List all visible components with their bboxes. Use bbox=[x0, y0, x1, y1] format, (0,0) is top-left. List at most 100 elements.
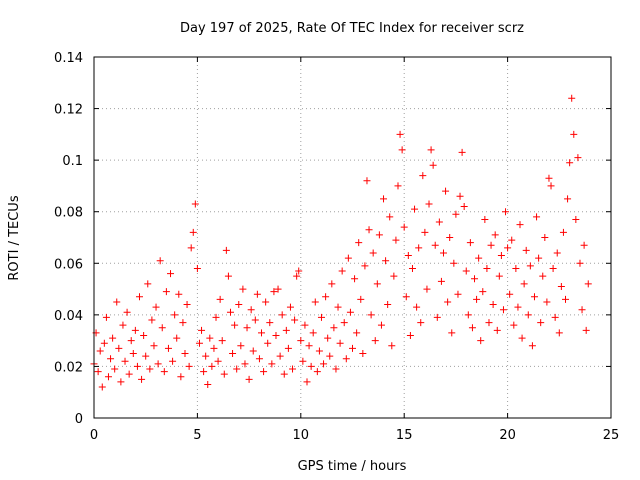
data-point bbox=[237, 342, 245, 350]
data-point bbox=[539, 272, 547, 280]
data-point bbox=[138, 375, 146, 383]
data-point bbox=[473, 295, 481, 303]
data-point bbox=[481, 215, 489, 223]
chart-title: Day 197 of 2025, Rate Of TEC Index for r… bbox=[180, 21, 524, 36]
data-point bbox=[437, 277, 445, 285]
data-point bbox=[450, 259, 458, 267]
data-point bbox=[121, 357, 129, 365]
data-point bbox=[293, 272, 301, 280]
data-point bbox=[214, 357, 222, 365]
data-point bbox=[289, 365, 297, 373]
data-point bbox=[127, 337, 135, 345]
data-point bbox=[107, 355, 115, 363]
data-point bbox=[340, 319, 348, 327]
data-point bbox=[336, 339, 344, 347]
data-point bbox=[291, 316, 299, 324]
data-point bbox=[566, 159, 574, 167]
data-point bbox=[260, 368, 268, 376]
data-point bbox=[247, 306, 255, 314]
data-point bbox=[226, 308, 234, 316]
data-point bbox=[456, 192, 464, 200]
x-tick-label: 20 bbox=[499, 428, 516, 443]
data-point bbox=[349, 344, 356, 352]
data-point bbox=[475, 254, 483, 262]
data-point bbox=[231, 321, 239, 329]
data-point bbox=[284, 344, 292, 352]
data-point bbox=[144, 280, 152, 288]
data-point bbox=[506, 290, 514, 298]
y-tick-label: 0.14 bbox=[54, 51, 83, 66]
data-point bbox=[452, 210, 460, 218]
data-point bbox=[394, 182, 402, 190]
data-point bbox=[485, 319, 493, 327]
y-tick-label: 0 bbox=[75, 412, 83, 427]
data-point bbox=[448, 329, 456, 337]
data-point bbox=[272, 331, 280, 339]
data-point bbox=[326, 352, 334, 360]
data-point bbox=[355, 239, 363, 247]
data-point bbox=[400, 223, 408, 231]
data-point bbox=[421, 228, 429, 236]
y-tick-label: 0.12 bbox=[54, 103, 83, 118]
y-tick-label: 0.1 bbox=[62, 154, 83, 169]
data-point bbox=[446, 234, 454, 241]
data-point bbox=[495, 272, 503, 280]
data-point bbox=[522, 246, 530, 254]
data-point bbox=[295, 267, 303, 275]
data-point bbox=[216, 295, 224, 303]
data-point bbox=[195, 339, 203, 347]
data-point bbox=[518, 334, 526, 342]
data-point bbox=[429, 161, 437, 169]
data-point bbox=[305, 342, 313, 350]
data-point bbox=[229, 350, 237, 358]
data-point bbox=[344, 254, 352, 262]
data-point bbox=[559, 228, 567, 236]
data-point bbox=[512, 264, 520, 272]
data-point bbox=[189, 228, 197, 236]
data-point bbox=[191, 200, 199, 208]
data-point bbox=[311, 298, 319, 306]
data-point bbox=[146, 365, 154, 373]
data-point bbox=[152, 303, 160, 311]
data-point bbox=[299, 357, 307, 365]
data-point bbox=[125, 370, 133, 378]
data-point bbox=[173, 334, 181, 342]
data-point bbox=[243, 324, 251, 332]
data-point bbox=[309, 329, 317, 337]
y-tick-label: 0.04 bbox=[54, 309, 83, 324]
data-point bbox=[286, 303, 294, 311]
data-point bbox=[167, 270, 175, 278]
data-point bbox=[135, 293, 143, 301]
data-point bbox=[200, 368, 208, 376]
data-point bbox=[386, 213, 394, 221]
data-point bbox=[113, 298, 121, 306]
data-point bbox=[578, 306, 586, 314]
data-point bbox=[516, 221, 524, 229]
data-point bbox=[133, 362, 141, 370]
x-tick-label: 15 bbox=[396, 428, 413, 443]
data-point bbox=[94, 368, 102, 376]
data-point bbox=[224, 272, 232, 280]
x-axis-label: GPS time / hours bbox=[298, 459, 407, 474]
data-point bbox=[537, 319, 545, 327]
data-point bbox=[233, 365, 241, 373]
data-point bbox=[493, 326, 501, 334]
data-point bbox=[140, 331, 148, 339]
data-point bbox=[307, 362, 315, 370]
data-point bbox=[177, 373, 185, 381]
data-point bbox=[508, 236, 516, 244]
data-point bbox=[545, 174, 553, 182]
data-point bbox=[479, 288, 487, 296]
data-point bbox=[535, 254, 543, 262]
data-point bbox=[171, 311, 179, 319]
y-tick-label: 0.06 bbox=[54, 257, 83, 272]
data-point bbox=[549, 264, 557, 272]
data-point bbox=[148, 316, 156, 324]
data-point bbox=[574, 154, 582, 162]
data-point bbox=[439, 249, 447, 257]
data-point bbox=[179, 319, 187, 327]
data-point bbox=[342, 355, 350, 363]
data-point bbox=[487, 241, 495, 249]
data-point bbox=[568, 94, 576, 102]
data-point bbox=[541, 234, 549, 241]
